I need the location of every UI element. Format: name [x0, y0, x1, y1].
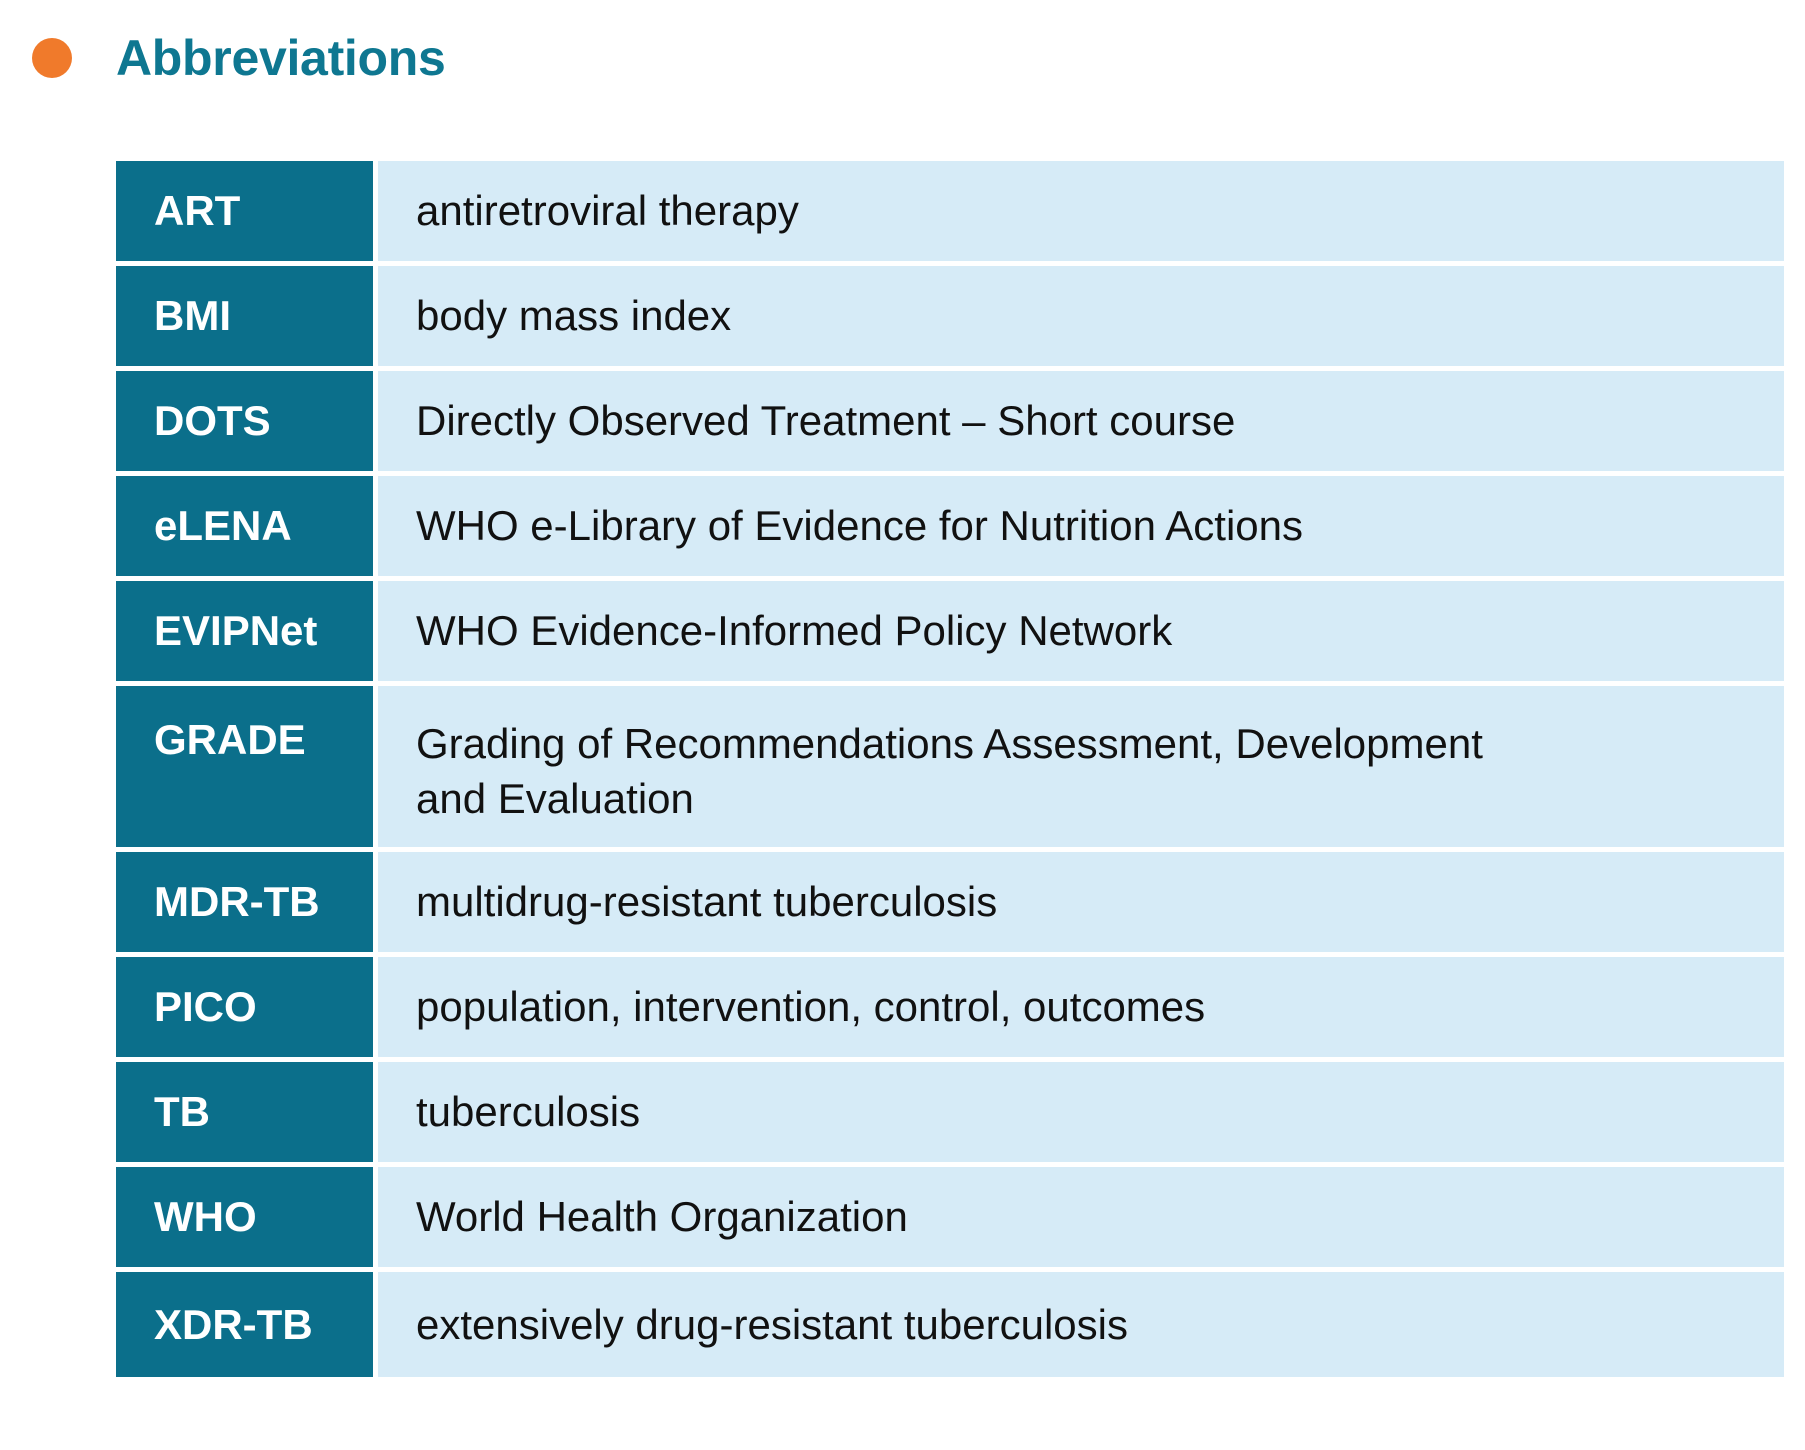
table-row: BMI body mass index [116, 266, 1784, 371]
abbreviation-cell: ART [116, 161, 378, 266]
abbreviations-table: ART antiretroviral therapy BMI body mass… [116, 161, 1784, 1377]
bullet-dot-icon [32, 38, 72, 78]
abbreviation-cell: BMI [116, 266, 378, 371]
definition-text: WHO e-Library of Evidence for Nutrition … [416, 502, 1304, 549]
definition-cell: antiretroviral therapy [378, 161, 1784, 266]
definition-cell: World Health Organization [378, 1167, 1784, 1272]
table-row: XDR-TB extensively drug-resistant tuberc… [116, 1272, 1784, 1377]
table-row: ART antiretroviral therapy [116, 161, 1784, 266]
abbreviation-cell: WHO [116, 1167, 378, 1272]
definition-cell: tuberculosis [378, 1062, 1784, 1167]
table-row: GRADE Grading of Recommendations Assessm… [116, 686, 1784, 852]
definition-text: extensively drug-resistant tuberculosis [416, 1300, 1128, 1348]
abbreviation-cell: MDR-TB [116, 852, 378, 957]
definition-text: population, intervention, control, outco… [416, 983, 1206, 1030]
abbreviation-cell: TB [116, 1062, 378, 1167]
definition-text: tuberculosis [416, 1088, 641, 1135]
definition-text: Grading of Recommendations Assessment, D… [416, 720, 1483, 822]
definition-text: World Health Organization [416, 1193, 908, 1240]
table-row: EVIPNet WHO Evidence-Informed Policy Net… [116, 581, 1784, 686]
definition-cell: multidrug-resistant tuberculosis [378, 852, 1784, 957]
definition-text: WHO Evidence-Informed Policy Network [416, 607, 1173, 654]
table-row: WHO World Health Organization [116, 1167, 1784, 1272]
abbreviation-cell: EVIPNet [116, 581, 378, 686]
abbreviation-cell: DOTS [116, 371, 378, 476]
definition-cell: extensively drug-resistant tuberculosis [378, 1272, 1784, 1377]
table-row: eLENA WHO e-Library of Evidence for Nutr… [116, 476, 1784, 581]
table-row: PICO population, intervention, control, … [116, 957, 1784, 1062]
definition-text: multidrug-resistant tuberculosis [416, 878, 998, 925]
definition-text: Directly Observed Treatment – Short cour… [416, 397, 1236, 444]
table-row: TB tuberculosis [116, 1062, 1784, 1167]
abbreviation-cell: PICO [116, 957, 378, 1062]
definition-cell: Grading of Recommendations Assessment, D… [378, 686, 1784, 852]
section-heading: Abbreviations [32, 28, 446, 88]
definition-cell: WHO e-Library of Evidence for Nutrition … [378, 476, 1784, 581]
table-row: MDR-TB multidrug-resistant tuberculosis [116, 852, 1784, 957]
abbreviation-cell: GRADE [116, 686, 378, 852]
table-row: DOTS Directly Observed Treatment – Short… [116, 371, 1784, 476]
page-title: Abbreviations [116, 30, 446, 86]
definition-text: antiretroviral therapy [416, 187, 799, 234]
definition-cell: body mass index [378, 266, 1784, 371]
abbreviation-cell: XDR-TB [116, 1272, 378, 1377]
definition-cell: WHO Evidence-Informed Policy Network [378, 581, 1784, 686]
definition-cell: population, intervention, control, outco… [378, 957, 1784, 1062]
abbreviation-cell: eLENA [116, 476, 378, 581]
definition-cell: Directly Observed Treatment – Short cour… [378, 371, 1784, 476]
definition-text: body mass index [416, 292, 732, 339]
